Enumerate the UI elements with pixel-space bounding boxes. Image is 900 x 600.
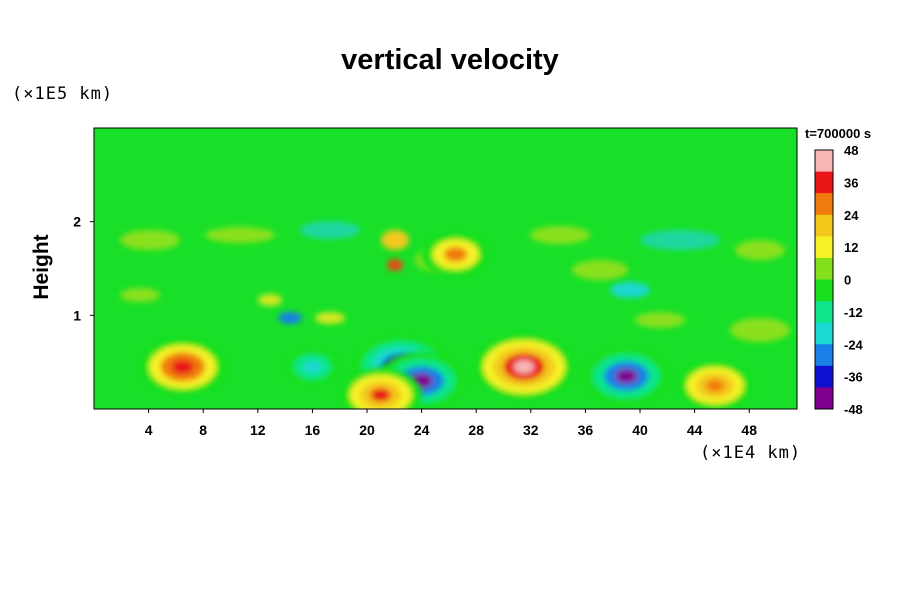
- velocity-feature: [421, 231, 491, 278]
- colorbar: 48 36 24 12 0 -12 -24 -36 -48: [814, 143, 864, 417]
- colorbar-segment: [815, 365, 833, 388]
- x-axis-ticks: 4 8 12 16 20 24 28 32 36 40 44 48: [145, 409, 757, 438]
- x-tick-label: 32: [523, 422, 539, 438]
- x-tick-label: 4: [145, 422, 153, 438]
- velocity-feature: [472, 333, 576, 401]
- velocity-feature: [581, 347, 671, 406]
- x-tick-label: 8: [199, 422, 207, 438]
- colorbar-segment: [815, 387, 833, 410]
- colorbar-tick-label: 48: [844, 143, 858, 158]
- x-tick-label: 40: [632, 422, 648, 438]
- colorbar-segment: [815, 171, 833, 194]
- x-tick-label: 24: [414, 422, 430, 438]
- colorbar-segment: [815, 279, 833, 302]
- colorbar-frame: [814, 149, 834, 410]
- chart-title: vertical velocity: [341, 44, 559, 76]
- x-tick-label: 16: [305, 422, 321, 438]
- y-axis-ticks: 12: [73, 214, 94, 323]
- colorbar-segment: [815, 301, 833, 324]
- velocity-feature: [339, 368, 422, 409]
- colorbar-tick-label: 0: [844, 273, 851, 288]
- colorbar-segment: [815, 322, 833, 345]
- heatmap-features: [138, 231, 754, 409]
- colorbar-tick-label: 12: [844, 240, 858, 255]
- x-tick-label: 20: [359, 422, 375, 438]
- x-axis-unit: (×1E4 km): [700, 443, 802, 463]
- y-axis-unit: (×1E5 km): [12, 84, 114, 104]
- y-tick-label: 1: [73, 307, 81, 323]
- velocity-feature: [284, 348, 341, 386]
- colorbar-tick-label: -36: [844, 370, 863, 385]
- colorbar-segment: [815, 193, 833, 216]
- colorbar-tick-label: -24: [844, 337, 864, 352]
- x-tick-label: 12: [250, 422, 266, 438]
- x-tick-label: 44: [687, 422, 703, 438]
- colorbar-tick-label: 24: [844, 208, 859, 223]
- colorbar-segment: [815, 257, 833, 280]
- time-label: t=700000 s: [805, 126, 872, 141]
- plot-frame: [93, 127, 798, 410]
- colorbar-segment: [815, 344, 833, 367]
- x-tick-label: 48: [741, 422, 757, 438]
- colorbar-tick-label: 36: [844, 175, 858, 190]
- colorbar-segment: [815, 236, 833, 259]
- colorbar-tick-label: -48: [844, 402, 863, 417]
- colorbar-tick-label: -12: [844, 305, 863, 320]
- velocity-feature: [138, 337, 228, 396]
- velocity-feature: [677, 360, 754, 409]
- y-tick-label: 2: [73, 214, 81, 230]
- x-tick-label: 36: [578, 422, 594, 438]
- x-tick-label: 28: [468, 422, 484, 438]
- colorbar-segment: [815, 214, 833, 237]
- colorbar-segment: [815, 150, 833, 173]
